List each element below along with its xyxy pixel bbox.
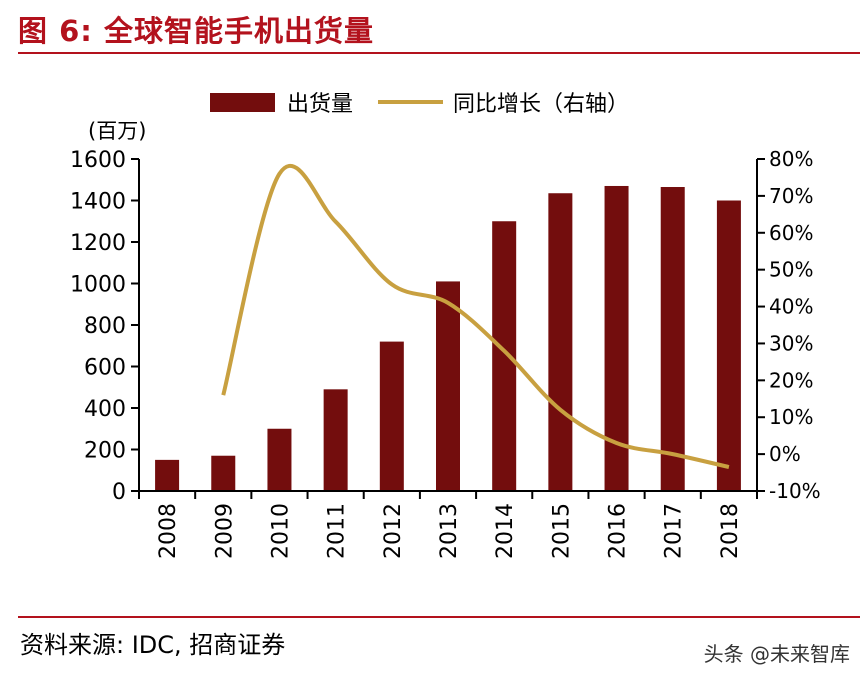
left-tick-label: 600 [84,356,126,381]
bar-2012 [379,341,404,491]
left-tick-label: 200 [84,439,126,464]
source-note: 资料来源: IDC, 招商证券 [20,631,286,659]
left-tick-label: 400 [84,397,126,422]
right-tick-label: -10% [769,479,821,503]
legend: 出货量 同比增长（右轴） [210,92,629,117]
right-tick-label: 0% [769,442,801,466]
bar-2014 [492,221,517,491]
bar-2009 [211,455,236,491]
watermark: 头条 @未来智库 [703,642,850,666]
x-tick-label-2015: 2015 [549,503,574,559]
bar-2018 [716,200,741,491]
left-tick-label: 1200 [70,231,126,256]
x-tick-label-2009: 2009 [212,503,237,559]
left-tick-label: 1600 [70,148,126,173]
right-tick-label: 20% [769,368,813,392]
bar-2015 [548,193,573,492]
x-tick-label-2008: 2008 [156,503,181,559]
x-tick-label-2010: 2010 [268,503,293,559]
right-tick-label: 40% [769,295,813,319]
right-tick-label: 30% [769,331,813,355]
x-tick-label-2013: 2013 [437,503,462,559]
right-tick-label: 80% [769,147,813,171]
bar-2008 [155,459,180,491]
legend-bar-label: 出货量 [287,92,353,117]
x-tick-label-2018: 2018 [718,503,743,559]
bar-2010 [267,428,292,491]
x-tick-label-2012: 2012 [381,503,406,559]
right-tick-label: 10% [769,405,813,429]
x-tick-label-2016: 2016 [606,503,631,559]
x-tick-label-2011: 2011 [325,503,350,559]
figure-title: 图 6: 全球智能手机出货量 [18,14,374,48]
bar-2017 [660,187,685,491]
right-tick-label: 60% [769,221,813,245]
right-tick-label: 50% [769,258,813,282]
left-tick-label: 800 [84,314,126,339]
axes: 0 200 400 600 800 1000 1200 1400 1600 -10% 0% 10% 20… [70,147,821,559]
bar-2013 [436,281,460,491]
x-tick-label-2014: 2014 [493,503,518,559]
x-tick-label-2017: 2017 [662,503,687,559]
title-underline [18,52,860,54]
left-tick-label: 1000 [70,273,126,298]
right-tick-label: 70% [769,184,813,208]
legend-line-label: 同比增长（右轴） [453,92,629,117]
legend-bar-swatch [210,93,275,112]
growth-line [221,164,730,469]
bar-2011 [323,389,348,491]
left-axis-unit: (百万) [88,119,146,143]
bar-series [155,185,741,492]
left-tick-label: 0 [112,480,126,505]
footer-rule [18,616,860,618]
growth-line-series [221,164,730,469]
left-tick-label: 1400 [70,190,126,215]
